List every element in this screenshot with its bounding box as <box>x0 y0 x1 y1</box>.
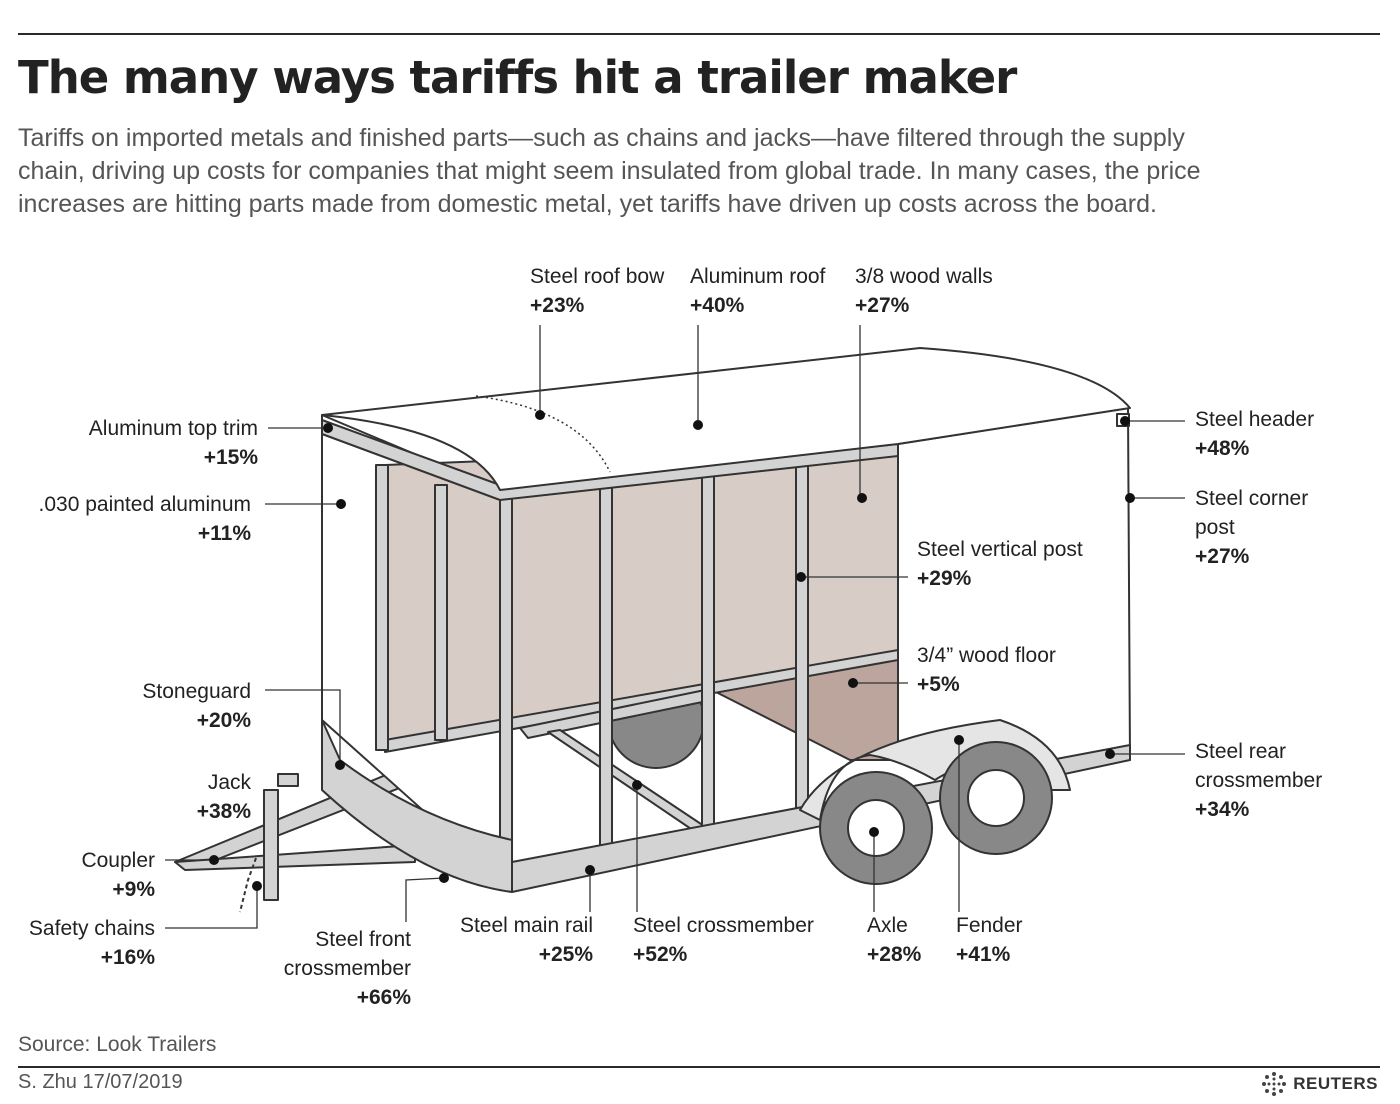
page-subtitle: Tariffs on imported metals and finished … <box>18 124 1201 218</box>
top-rule <box>18 33 1380 35</box>
leader-lines <box>165 325 1185 929</box>
label-aluminum-top-trim: Aluminum top trim +15% <box>88 417 258 469</box>
stoneguard <box>321 719 513 893</box>
steel-vertical-post <box>795 463 809 820</box>
label-steel-main-rail: Steel main rail +25% <box>459 914 593 966</box>
label-steel-roof-bow: Steel roof bow +23% <box>530 265 665 317</box>
label-steel-crossmember: Steel crossmember +52% <box>633 914 814 966</box>
label-axle: Axle +28% <box>867 914 922 966</box>
label-wood-floor: 3/4” wood floor +5% <box>917 644 1056 696</box>
bottom-rule <box>18 1066 1380 1068</box>
label-painted-aluminum: .030 painted aluminum +11% <box>38 493 251 545</box>
jack <box>263 789 279 901</box>
label-coupler: Coupler +9% <box>81 849 155 901</box>
label-fender: Fender +41% <box>956 914 1023 966</box>
marker-dots <box>209 410 1135 891</box>
safety-chain <box>239 857 257 913</box>
page-title: The many ways tariffs hit a trailer make… <box>18 51 1017 104</box>
reuters-dots-icon <box>1262 1072 1287 1096</box>
aluminum-roof <box>321 347 1131 491</box>
brand-logo: REUTERS <box>1261 1071 1378 1097</box>
label-steel-corner-post: Steel corner post +27% <box>1195 487 1309 568</box>
label-steel-rear-crossmember: Steel rear crossmember +34% <box>1195 740 1323 821</box>
label-stoneguard: Stoneguard +20% <box>142 680 251 732</box>
label-steel-vertical-post: Steel vertical post +29% <box>917 538 1083 590</box>
brand-name: REUTERS <box>1293 1074 1378 1093</box>
label-steel-front-crossmember: Steel front crossmember +66% <box>283 928 411 1009</box>
credit-line: S. Zhu 17/07/2019 <box>18 1071 183 1093</box>
label-safety-chains: Safety chains +16% <box>28 917 155 969</box>
label-aluminum-roof: Aluminum roof +40% <box>690 265 826 317</box>
label-wood-walls: 3/8 wood walls +27% <box>855 265 993 317</box>
label-jack: Jack +38% <box>196 771 251 823</box>
source-note: Source: Look Trailers <box>18 1033 217 1056</box>
label-steel-header: Steel header +48% <box>1195 408 1315 460</box>
